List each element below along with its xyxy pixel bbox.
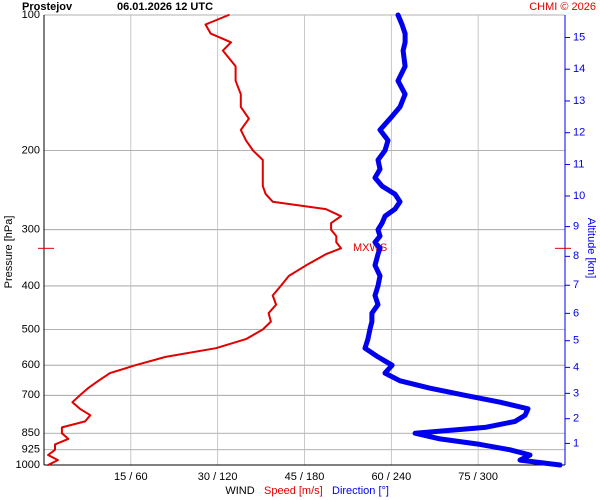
y2-tick-label: 6 — [573, 307, 579, 319]
y2-tick-label: 2 — [573, 413, 579, 425]
y-tick-label: 500 — [22, 323, 40, 335]
legend-label: Direction [°] — [332, 485, 389, 497]
y2-tick-label: 3 — [573, 387, 579, 399]
x-tick-label: 30 / 120 — [198, 471, 238, 483]
y-tick-label: 600 — [22, 359, 40, 371]
y2-tick-label: 13 — [573, 95, 585, 107]
credit: CHMI © 2026 — [529, 1, 596, 13]
chart-title: Prostejov — [22, 1, 73, 13]
y-axis-label: Pressure [hPa] — [3, 216, 15, 289]
y2-tick-label: 8 — [573, 250, 579, 262]
y-tick-label: 925 — [22, 444, 40, 456]
y2-tick-label: 11 — [573, 158, 584, 170]
y-tick-label: 400 — [22, 280, 40, 292]
y2-tick-label: 1 — [573, 437, 579, 449]
legend-label: Speed [m/s] — [264, 485, 323, 497]
y-tick-label: 700 — [22, 389, 40, 401]
x-tick-label: 60 / 240 — [371, 471, 411, 483]
x-tick-label: 75 / 300 — [458, 471, 498, 483]
y-tick-label: 100 — [22, 9, 40, 21]
y2-tick-label: 15 — [573, 31, 585, 43]
chart-subtitle: 06.01.2026 12 UTC — [117, 1, 213, 13]
y-tick-label: 1000 — [16, 459, 40, 471]
y2-tick-label: 5 — [573, 335, 579, 347]
y2-tick-label: 14 — [573, 63, 585, 75]
y-tick-label: 850 — [22, 427, 40, 439]
y2-tick-label: 10 — [573, 190, 585, 202]
y-tick-label: 300 — [22, 224, 40, 236]
x-tick-label: 15 / 60 — [114, 471, 148, 483]
y-tick-label: 200 — [22, 144, 40, 156]
series-line — [362, 12, 563, 468]
y2-axis-label: Altitude [km] — [585, 218, 597, 279]
y2-tick-label: 7 — [573, 279, 579, 291]
series-line — [47, 14, 342, 466]
x-axis-label: WIND — [225, 485, 254, 497]
y2-tick-label: 9 — [573, 221, 579, 233]
y2-tick-label: 4 — [573, 361, 579, 373]
y2-tick-label: 12 — [573, 127, 585, 139]
x-tick-label: 45 / 180 — [285, 471, 325, 483]
